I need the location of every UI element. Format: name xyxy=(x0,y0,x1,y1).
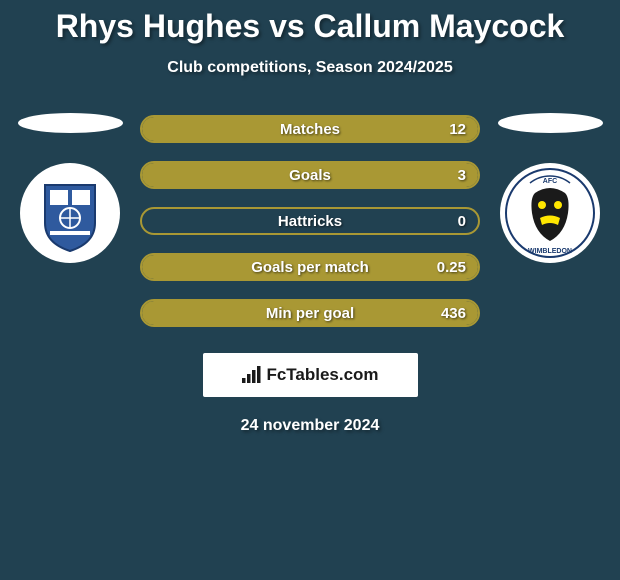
stat-bar: Hattricks 0 xyxy=(140,207,480,235)
brand-text: FcTables.com xyxy=(266,365,378,385)
footer-date: 24 november 2024 xyxy=(241,417,380,435)
club-badge-left xyxy=(20,163,120,263)
stat-label: Min per goal xyxy=(266,305,354,322)
stat-value-right: 0.25 xyxy=(437,259,466,276)
page-title: Rhys Hughes vs Callum Maycock xyxy=(56,8,565,45)
stat-bar: Goals per match 0.25 xyxy=(140,253,480,281)
stat-value-right: 0 xyxy=(458,213,466,230)
club-badge-right: AFC WIMBLEDON xyxy=(500,163,600,263)
bars-icon xyxy=(241,366,263,384)
player-right-column: AFC WIMBLEDON xyxy=(490,113,610,263)
stat-label: Goals xyxy=(289,167,331,184)
svg-text:WIMBLEDON: WIMBLEDON xyxy=(528,248,572,255)
brand-badge: FcTables.com xyxy=(203,353,418,397)
wimbledon-badge-icon: AFC WIMBLEDON xyxy=(500,163,600,263)
infographic-container: Rhys Hughes vs Callum Maycock Club compe… xyxy=(0,0,620,435)
main-content: Matches 12 Goals 3 Hattricks 0 Goals per match… xyxy=(0,113,620,327)
player-right-placeholder xyxy=(498,113,603,133)
stats-column: Matches 12 Goals 3 Hattricks 0 Goals per match… xyxy=(140,113,480,327)
svg-text:AFC: AFC xyxy=(543,178,557,185)
stat-value-right: 436 xyxy=(441,305,466,322)
stat-bar: Min per goal 436 xyxy=(140,299,480,327)
stat-bar: Matches 12 xyxy=(140,115,480,143)
tranmere-badge-icon xyxy=(20,163,120,263)
stat-label: Goals per match xyxy=(251,259,369,276)
player-left-placeholder xyxy=(18,113,123,133)
stat-value-right: 12 xyxy=(449,121,466,138)
stat-value-right: 3 xyxy=(458,167,466,184)
page-subtitle: Club competitions, Season 2024/2025 xyxy=(167,59,452,77)
player-left-column xyxy=(10,113,130,263)
stat-bar: Goals 3 xyxy=(140,161,480,189)
stat-label: Matches xyxy=(280,121,340,138)
stat-label: Hattricks xyxy=(278,213,342,230)
